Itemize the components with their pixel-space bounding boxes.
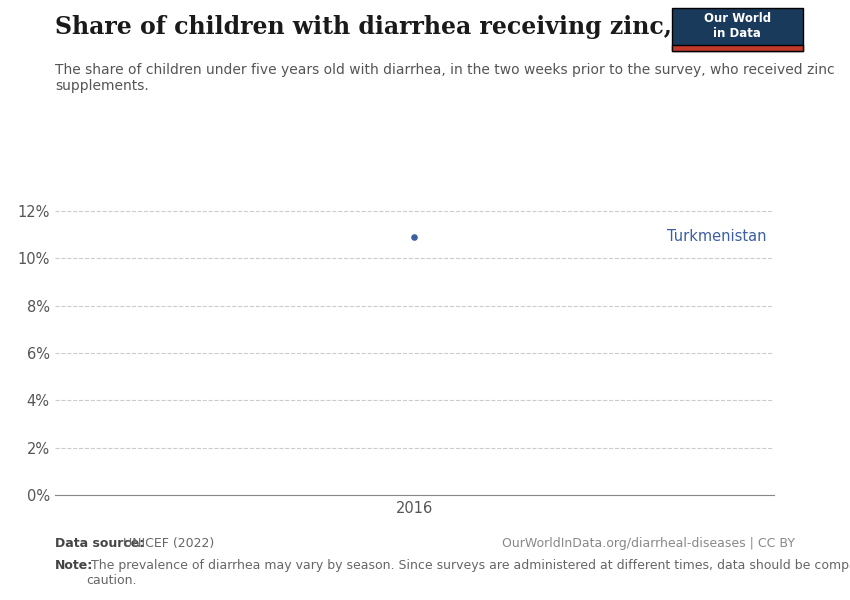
Text: Data source:: Data source: xyxy=(55,537,144,550)
Point xyxy=(407,232,421,242)
Text: The prevalence of diarrhea may vary by season. Since surveys are administered at: The prevalence of diarrhea may vary by s… xyxy=(87,559,850,587)
Text: Our World
in Data: Our World in Data xyxy=(704,13,771,40)
Text: Share of children with diarrhea receiving zinc, 2016: Share of children with diarrhea receivin… xyxy=(55,15,746,39)
Text: The share of children under five years old with diarrhea, in the two weeks prior: The share of children under five years o… xyxy=(55,63,835,93)
Text: Note:: Note: xyxy=(55,559,94,572)
Text: OurWorldInData.org/diarrheal-diseases | CC BY: OurWorldInData.org/diarrheal-diseases | … xyxy=(502,537,795,550)
Text: Turkmenistan: Turkmenistan xyxy=(666,229,767,244)
Text: UNICEF (2022): UNICEF (2022) xyxy=(119,537,214,550)
